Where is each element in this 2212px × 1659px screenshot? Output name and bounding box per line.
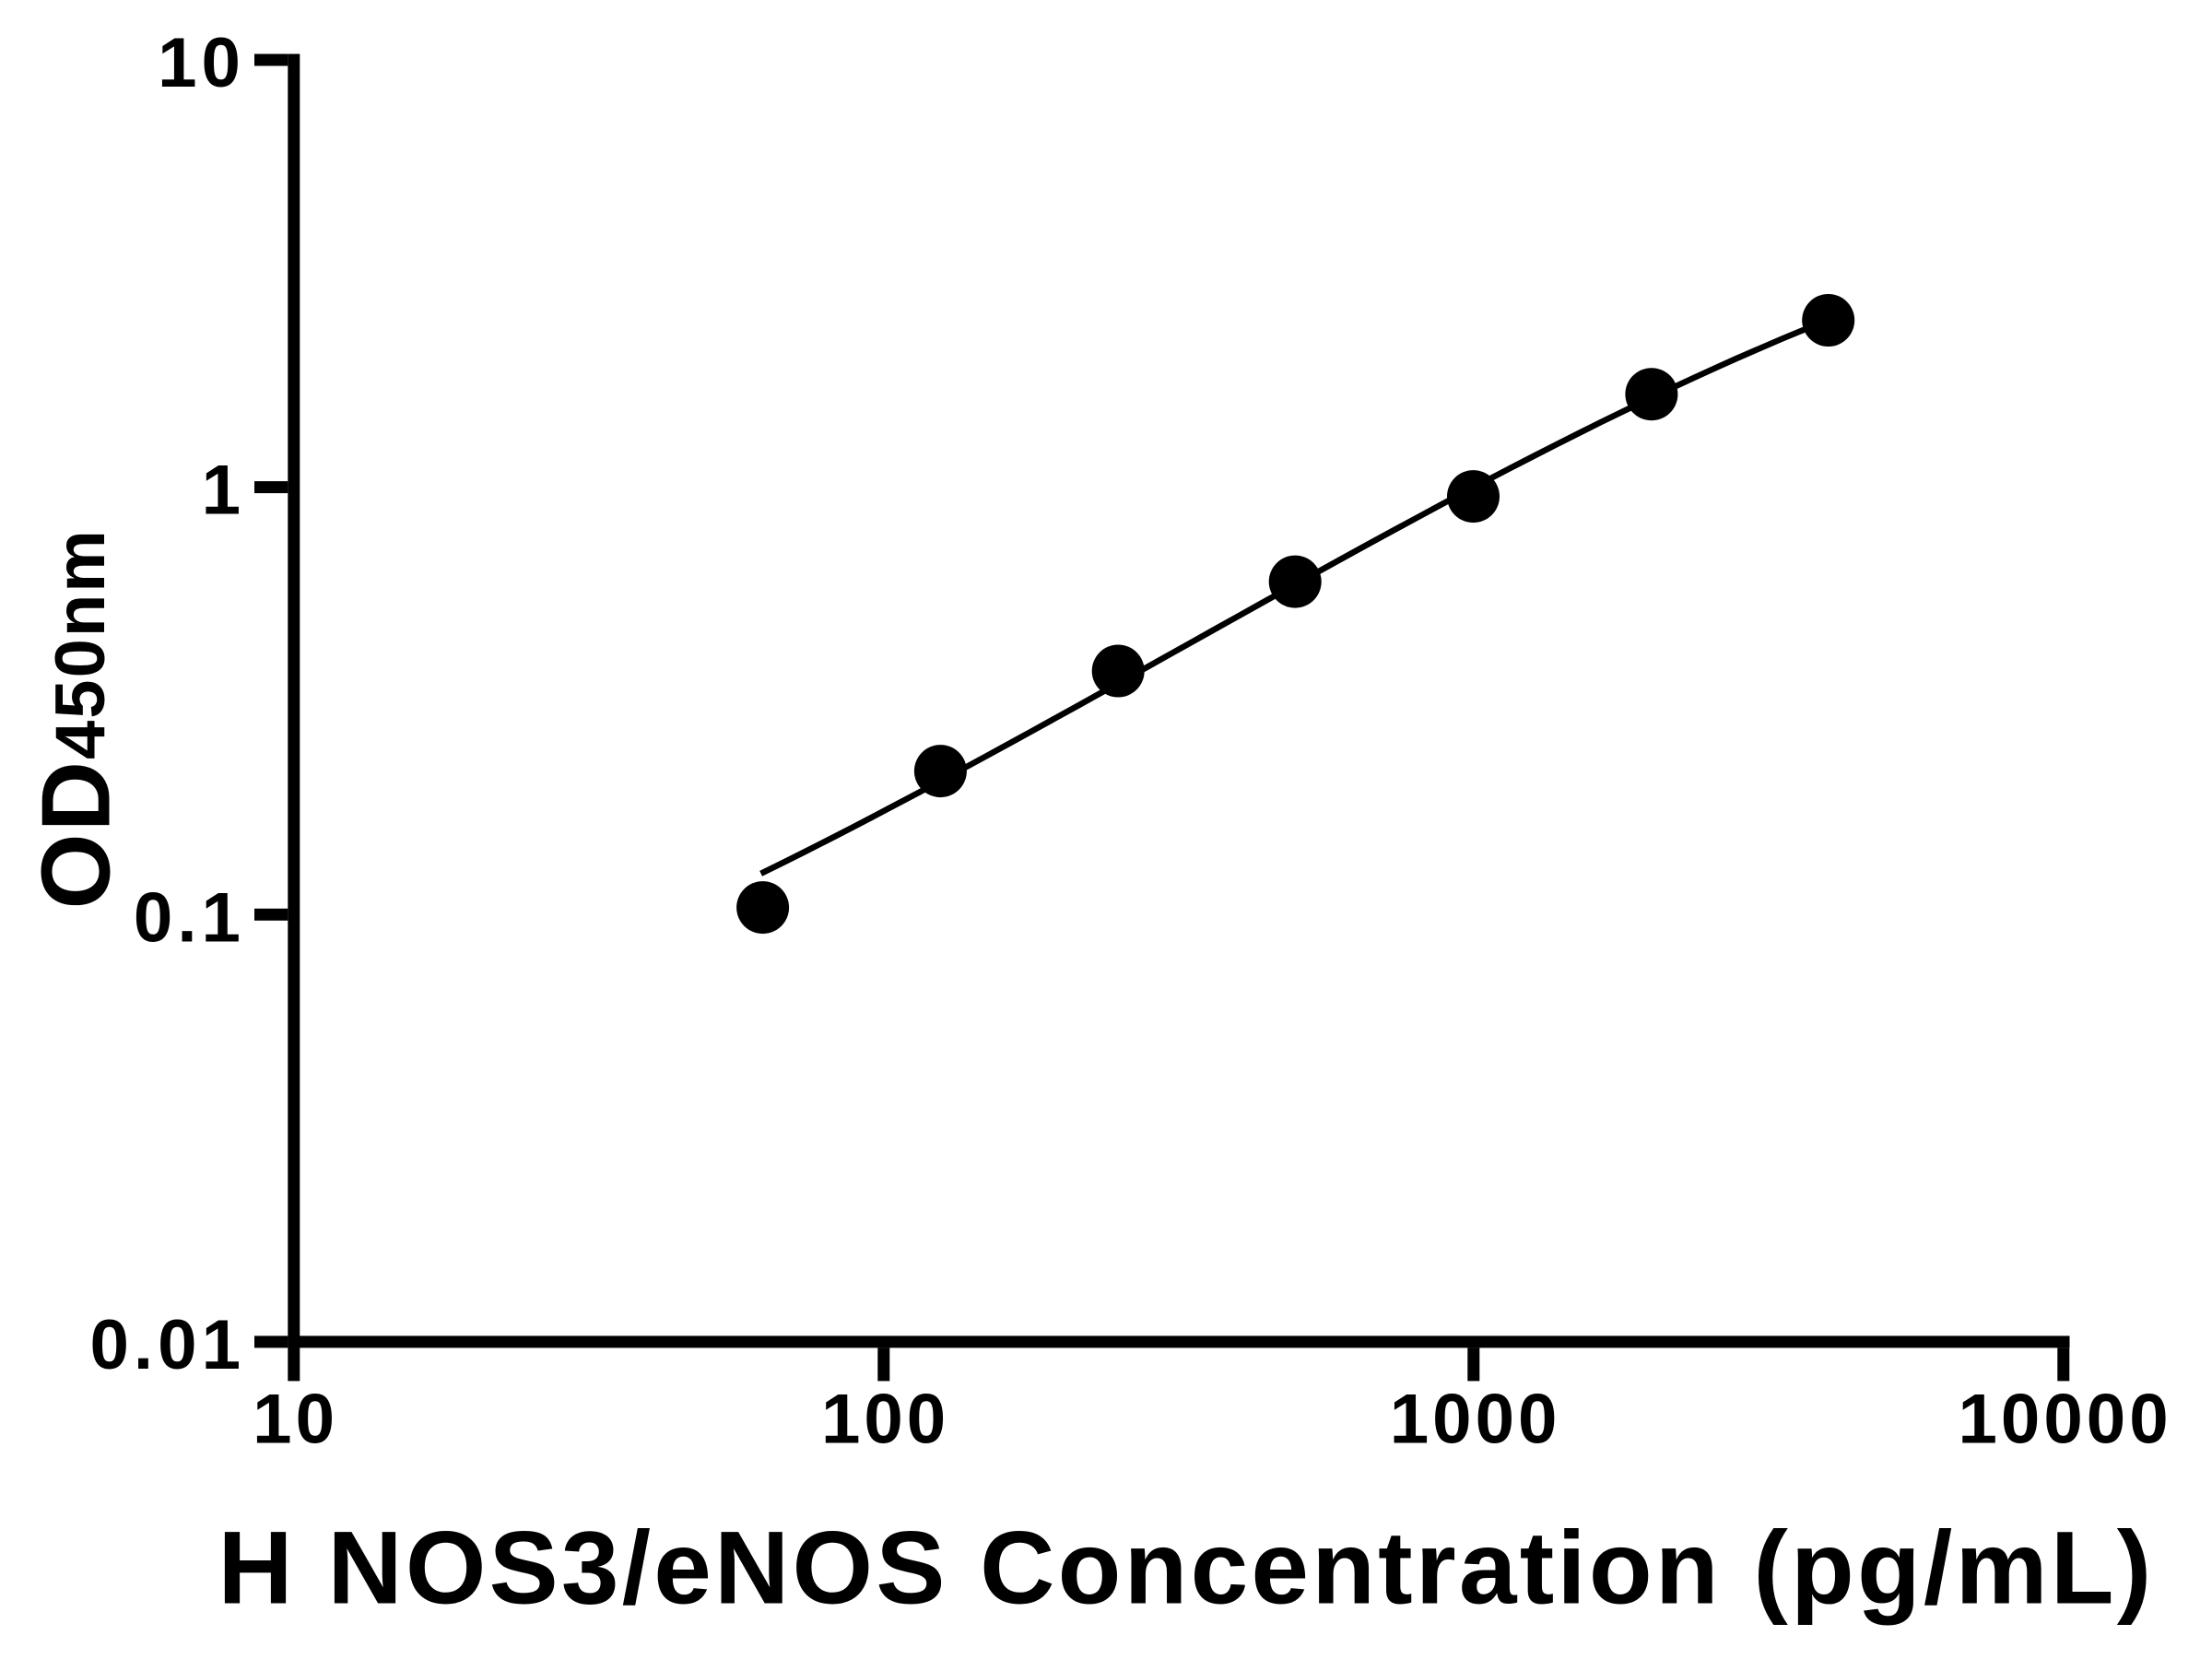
svg-text:H NOS3/eNOS Concentration (pg/: H NOS3/eNOS Concentration (pg/mL) — [218, 1509, 2154, 1625]
svg-text:100: 100 — [821, 1381, 949, 1459]
svg-text:1000: 1000 — [1390, 1381, 1561, 1459]
svg-text:1: 1 — [202, 452, 245, 530]
svg-text:10000: 10000 — [1959, 1381, 2172, 1459]
svg-text:0.01: 0.01 — [90, 1306, 246, 1384]
svg-text:10: 10 — [158, 24, 245, 102]
svg-text:0.1: 0.1 — [134, 878, 245, 957]
svg-text:10: 10 — [253, 1381, 338, 1459]
